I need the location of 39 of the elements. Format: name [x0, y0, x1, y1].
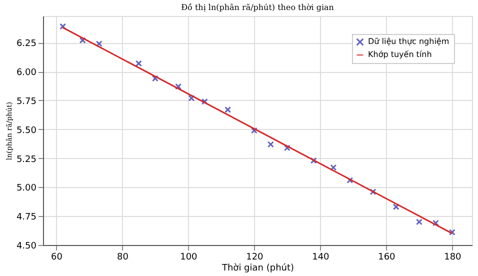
y-tick-label: 5.00 [16, 184, 37, 194]
y-tick-label: 5.25 [16, 154, 36, 165]
x-axis-title: Thời gian (phút) [220, 262, 294, 274]
point [201, 98, 208, 105]
x-tick-label: 140 [312, 252, 330, 262]
x-tick-label: 160 [378, 252, 396, 262]
point [330, 164, 337, 171]
x-tick-label: 180 [444, 252, 462, 262]
legend-label: Dữ liệu thực nghiệm [368, 37, 450, 46]
x-tick-label: 60 [50, 252, 63, 262]
point [448, 229, 456, 236]
x-tick-label: 120 [246, 252, 264, 262]
point [416, 218, 422, 226]
y-tick-label: 4.50 [16, 242, 37, 252]
legend-label: Khớp tuyến tính [368, 50, 432, 59]
point [310, 157, 317, 164]
point [432, 220, 439, 226]
point [250, 127, 258, 134]
point [60, 23, 66, 30]
point [267, 141, 274, 148]
point [284, 144, 290, 152]
x-tick-label: 100 [180, 252, 198, 262]
y-tick-label: 5.50 [16, 126, 37, 136]
x-tick-label: 80 [116, 252, 129, 262]
point [175, 83, 182, 90]
point [370, 188, 376, 196]
point [346, 176, 354, 184]
point [152, 75, 158, 82]
y-tick-label: 6.00 [16, 68, 37, 78]
y-tick-label: 5.75 [16, 96, 36, 107]
point [79, 37, 86, 44]
y-tick-label: 4.75 [16, 212, 36, 223]
point [392, 204, 400, 210]
point [96, 40, 102, 48]
point [224, 106, 232, 113]
point [188, 94, 195, 102]
point [135, 60, 142, 67]
y-tick-label: 6.25 [16, 39, 36, 50]
chart-title: Đồ thị ln(phân rã/phút) theo thời gian [181, 3, 334, 12]
